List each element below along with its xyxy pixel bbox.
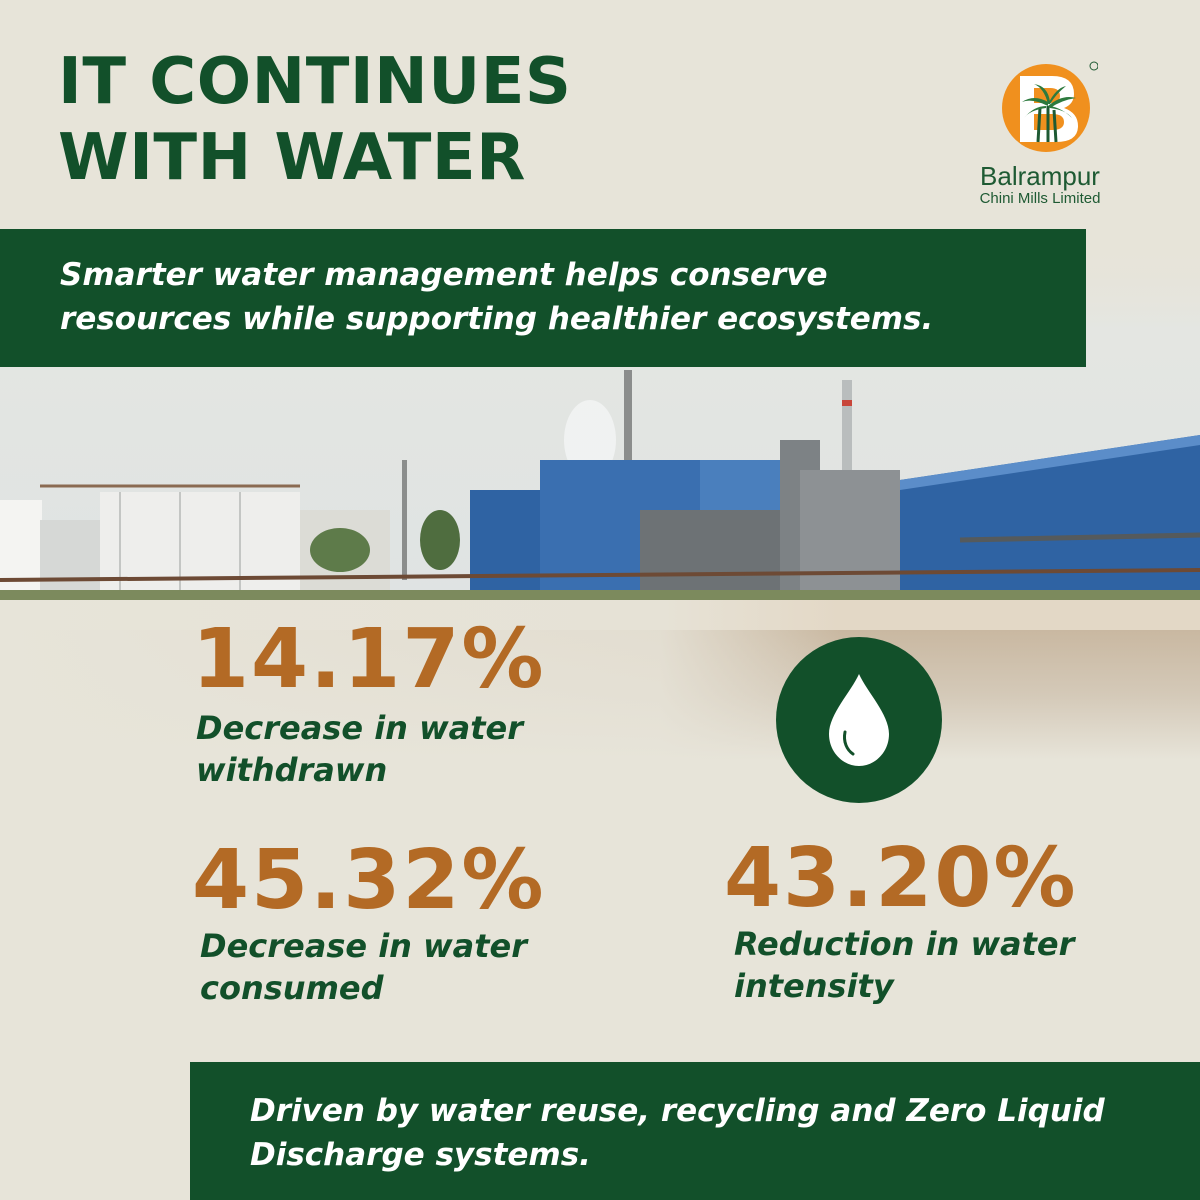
footer-line-2: Discharge systems. (250, 1137, 591, 1173)
water-drop-badge (776, 637, 942, 803)
intro-line-2: resources while supporting healthier eco… (60, 301, 934, 337)
factory-photo (0, 240, 1200, 760)
intro-text: Smarter water management helps conserve … (60, 253, 1060, 341)
stat-label-withdrawn: Decrease in water withdrawn (196, 707, 523, 791)
stat-label-intensity: Reduction in water intensity (734, 923, 1074, 1007)
stat-label-line-2: withdrawn (196, 751, 388, 789)
intro-line-1: Smarter water management helps conserve (60, 257, 828, 293)
stat-label-consumed: Decrease in water consumed (200, 925, 527, 1009)
footer-banner: Driven by water reuse, recycling and Zer… (190, 1062, 1200, 1200)
stat-label-line-2: consumed (200, 969, 384, 1007)
stat-value-intensity: 43.20% (724, 831, 1078, 926)
title-line-2: WITH WATER (58, 121, 526, 195)
page-title: IT CONTINUES WITH WATER (58, 44, 572, 196)
stat-label-line-1: Decrease in water (200, 927, 528, 965)
logo-company-name: Balrampur (980, 161, 1100, 191)
stat-value-consumed: 45.32% (192, 833, 546, 928)
stat-label-line-1: Decrease in water (196, 709, 524, 747)
water-drop-icon (829, 674, 889, 766)
footer-text: Driven by water reuse, recycling and Zer… (250, 1089, 1190, 1177)
stat-label-line-2: intensity (734, 967, 894, 1005)
stat-label-line-1: Reduction in water (734, 925, 1075, 963)
footer-line-1: Driven by water reuse, recycling and Zer… (250, 1093, 1105, 1129)
company-logo: Balrampur Chini Mills Limited (950, 58, 1130, 208)
title-line-1: IT CONTINUES (58, 45, 572, 119)
balrampur-logo-icon (1002, 61, 1098, 152)
intro-banner: Smarter water management helps conserve … (0, 229, 1086, 367)
logo-company-subtitle: Chini Mills Limited (979, 190, 1101, 207)
stat-value-withdrawn: 14.17% (192, 612, 546, 707)
